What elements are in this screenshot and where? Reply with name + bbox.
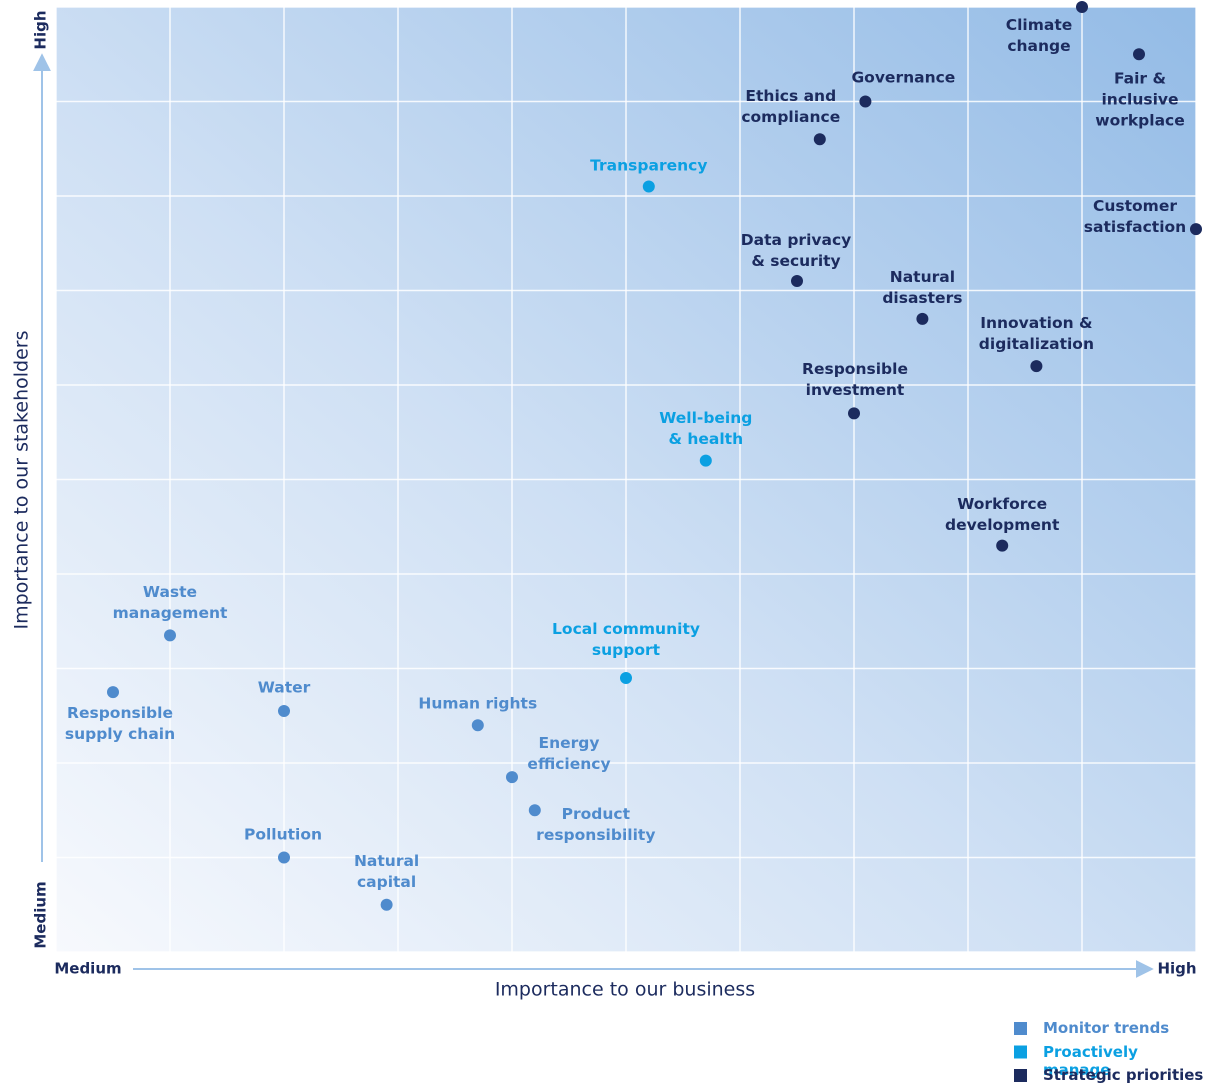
point-label: Fair & inclusive workplace [1095, 69, 1185, 130]
point [1076, 1, 1088, 13]
point-label: Responsible supply chain [64, 704, 176, 744]
point [278, 851, 290, 864]
y-axis-title: Importance to our stakeholders [11, 331, 33, 630]
point [859, 95, 872, 108]
point-label: Transparency [590, 156, 708, 175]
point-label: Local community support [552, 619, 700, 659]
point [107, 686, 119, 699]
point [471, 719, 484, 732]
point [699, 454, 712, 467]
x-axis-title: Importance to our business [495, 979, 755, 1001]
legend-label: Proactively manage [1043, 1042, 1138, 1079]
point-label: Governance [851, 68, 956, 86]
point [813, 133, 826, 146]
point-label: Innovation & digitalization [978, 314, 1094, 354]
point [380, 898, 393, 911]
point-label: Customer satisfaction [1083, 197, 1187, 237]
point-label: Energy efficiency [527, 734, 611, 774]
point-label: Well-being & health [659, 408, 753, 448]
point [791, 275, 803, 288]
point [1133, 48, 1145, 61]
point-label: Ethics and compliance [741, 87, 841, 127]
point [528, 804, 541, 817]
legend-label: Strategic priorities [1043, 1066, 1204, 1084]
point-label: Climate change [1005, 16, 1073, 55]
point-label: Responsible investment [802, 360, 908, 400]
point-label: Human rights [418, 694, 538, 713]
point [506, 771, 518, 784]
legend-swatch [1014, 1069, 1027, 1082]
point-label: Waste management [112, 583, 228, 623]
point [1190, 223, 1202, 236]
point [916, 312, 929, 325]
y-tick-label: High [32, 10, 50, 49]
point-label: Product responsibility [536, 805, 656, 845]
point [164, 629, 176, 642]
point [848, 407, 860, 420]
point [620, 671, 632, 684]
legend-swatch [1014, 1045, 1027, 1059]
point-label: Natural disasters [882, 267, 963, 307]
point [642, 180, 655, 193]
point [1030, 360, 1043, 373]
y-tick-label: Medium [32, 881, 50, 948]
point-label: Data privacy & security [740, 231, 852, 271]
point-label: Water [257, 678, 311, 697]
legend-label: Monitor trends [1043, 1019, 1170, 1037]
point [996, 539, 1009, 552]
point [278, 705, 290, 718]
x-tick-label: High [1157, 960, 1196, 978]
point-label: Workforce development [944, 494, 1060, 534]
point-label: Natural capital [353, 851, 420, 891]
point-label: Pollution [243, 825, 323, 843]
legend-swatch [1014, 1022, 1027, 1035]
x-tick-label: Medium [54, 960, 121, 978]
